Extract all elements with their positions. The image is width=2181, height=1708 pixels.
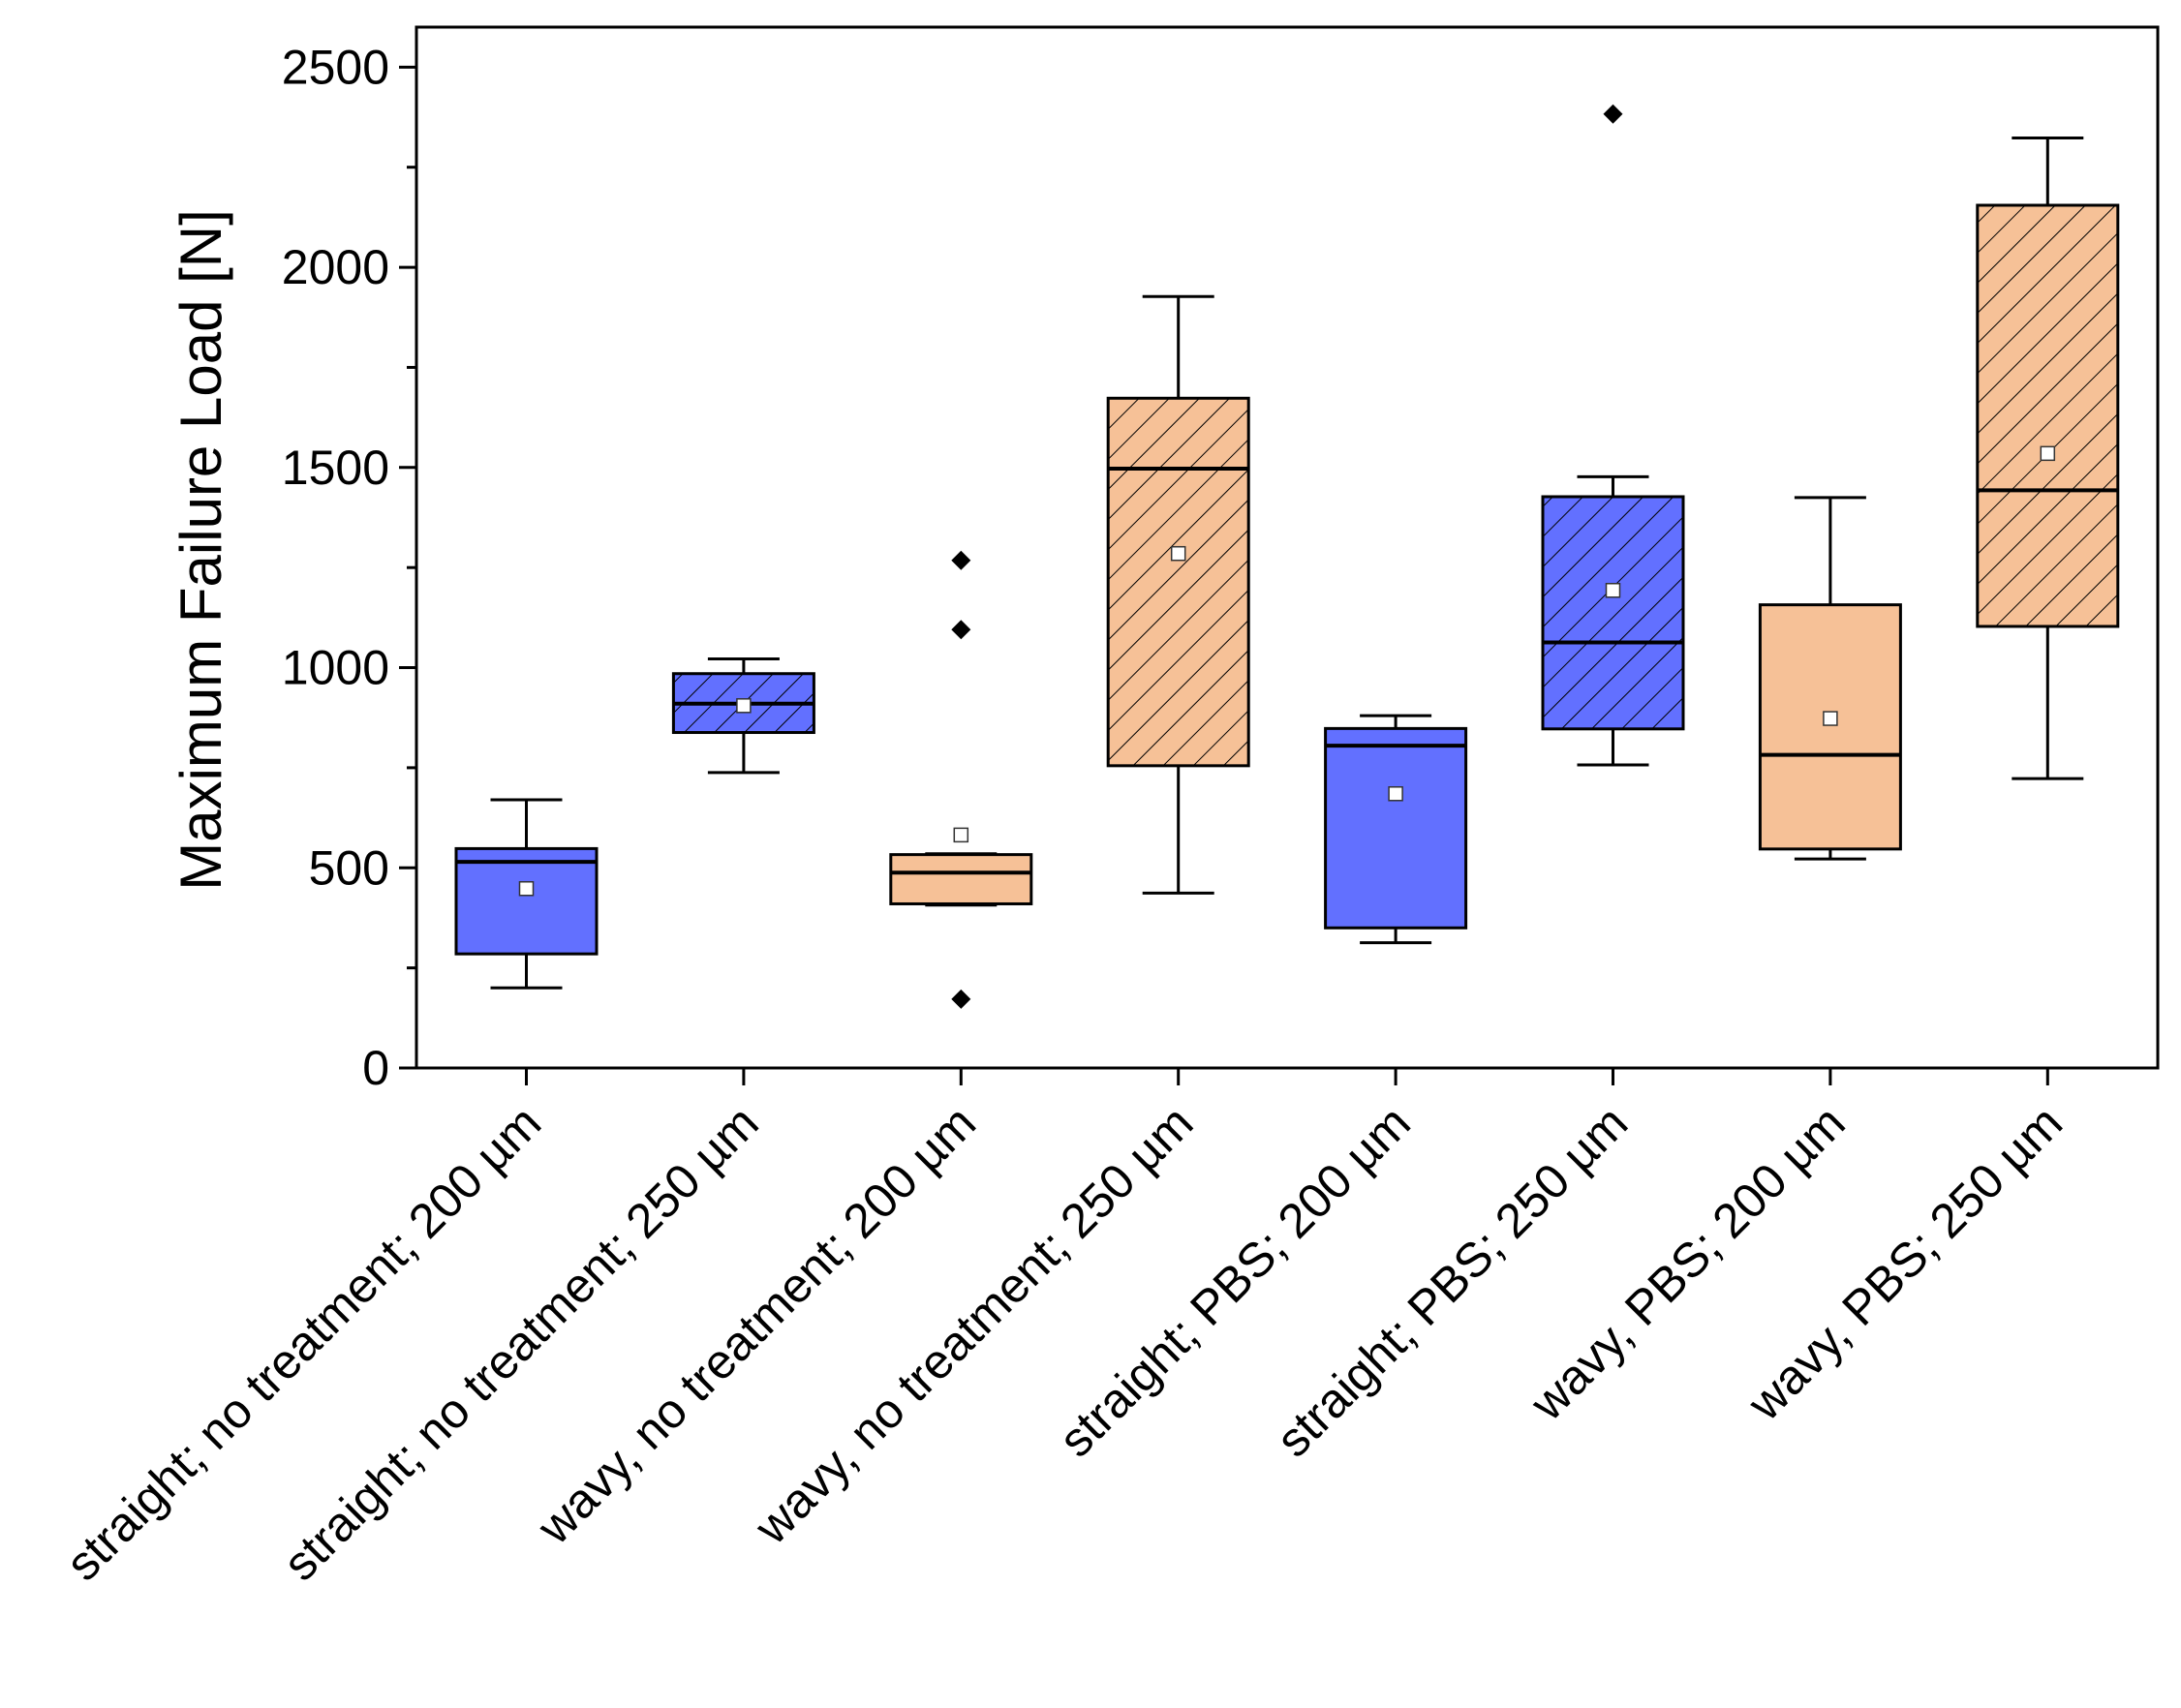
box-2: [671, 656, 815, 775]
iqr-box: [889, 853, 1033, 905]
box-7: [1758, 496, 1902, 861]
x-tick-label: straight; no treatment; 200 µm: [55, 1095, 551, 1591]
box-6: [1541, 104, 1685, 767]
iqr-box: [1976, 203, 2120, 628]
iqr-box: [1758, 603, 1902, 851]
box-5: [1324, 714, 1468, 945]
box-4: [1106, 294, 1250, 895]
mean-marker: [953, 827, 969, 843]
plot-frame-group: [415, 25, 2160, 1070]
outlier-point: [951, 989, 971, 1009]
box-3: [889, 550, 1033, 1009]
iqr-box: [454, 846, 599, 956]
iqr-box: [1324, 726, 1468, 930]
y-tick-label: 1000: [282, 641, 389, 695]
mean-marker: [1170, 545, 1186, 562]
outlier-point: [951, 550, 971, 570]
y-tick-label: 2000: [282, 240, 389, 294]
x-tick-label: straight; PBS; 250 µm: [1266, 1095, 1638, 1467]
x-axis: straight; no treatment; 200 µmstraight; …: [55, 1068, 2073, 1591]
x-tick-label: wavy, no treatment; 200 µm: [526, 1095, 986, 1555]
mean-marker: [2040, 445, 2056, 462]
outlier-point: [1603, 104, 1623, 124]
mean-marker: [1605, 582, 1621, 598]
box-8: [1976, 137, 2120, 780]
mean-marker: [736, 698, 752, 714]
outlier-point: [951, 620, 971, 640]
iqr-box: [1106, 396, 1250, 768]
box-1: [454, 798, 599, 990]
mean-marker: [518, 881, 535, 897]
x-tick-label: wavy, no treatment; 250 µm: [744, 1095, 1204, 1555]
x-tick-label: straight; no treatment; 250 µm: [273, 1095, 769, 1591]
y-tick-label: 2500: [282, 40, 389, 94]
x-tick-label: straight; PBS; 200 µm: [1049, 1095, 1421, 1467]
plot-frame: [415, 25, 2160, 1070]
mean-marker: [1823, 711, 1838, 726]
y-axis: 0 500 1000 1500 2000 2500: [282, 40, 416, 1095]
box-series: [454, 104, 2120, 1009]
mean-marker: [1388, 786, 1403, 802]
y-tick-label: 1500: [282, 441, 389, 495]
y-tick-label: 0: [362, 1041, 389, 1095]
iqr-box: [1541, 495, 1685, 731]
y-tick-label: 500: [309, 840, 389, 895]
y-axis-title: Maximum Failure Load [N]: [169, 209, 233, 891]
